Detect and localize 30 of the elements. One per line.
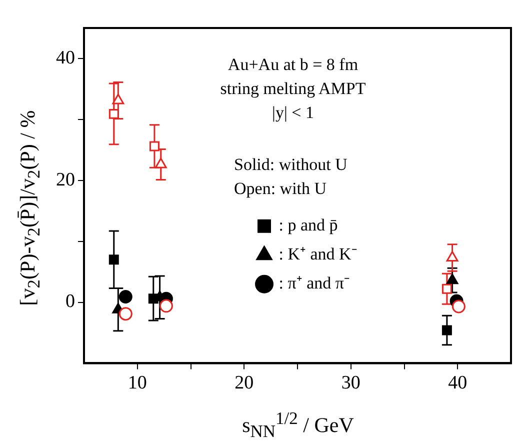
y-tick-label: 40 (56, 47, 75, 68)
annotation: |y| < 1 (271, 102, 315, 124)
annotation: Open: with U (234, 178, 328, 200)
point (452, 300, 466, 314)
point (159, 299, 173, 313)
point (108, 108, 119, 119)
y-tick-label: 20 (56, 169, 75, 190)
point (148, 294, 158, 304)
point (154, 158, 167, 168)
legend-label: : π⁺ and π⁻ (278, 274, 350, 293)
x-tick-label: 30 (341, 372, 360, 394)
x-tick-label: 10 (128, 372, 147, 394)
legend-label: : p and p̄ (278, 216, 338, 235)
x-tick-label: 40 (448, 372, 468, 394)
point (446, 251, 458, 262)
annotation: Au+Au at b = 8 fm (226, 54, 360, 76)
point (118, 307, 132, 321)
point (118, 290, 132, 304)
point (442, 284, 452, 294)
annotation: string melting AMPT (219, 78, 367, 100)
point (108, 254, 119, 265)
legend-label: : K⁺ and K⁻ (278, 244, 358, 264)
point (112, 94, 124, 104)
point (446, 274, 458, 284)
y-tick-label: 0 (66, 291, 75, 312)
point (149, 141, 160, 152)
x-tick-label: 20 (234, 372, 254, 394)
x-axis-title: s$_{NN}$$^{1/2}$ / GeV (242, 408, 354, 442)
annotation: Solid: without U (234, 154, 348, 176)
point (442, 325, 452, 336)
